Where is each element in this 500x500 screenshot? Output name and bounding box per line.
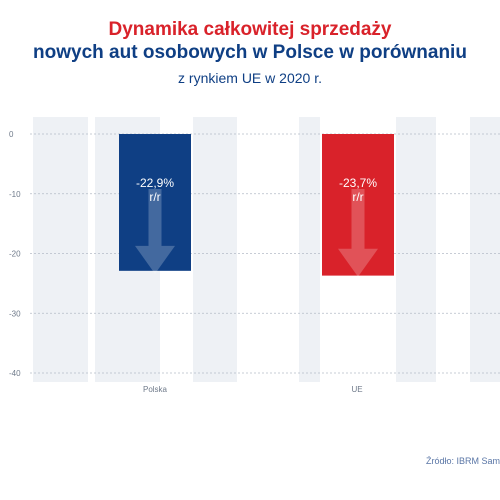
x-category-label: UE: [351, 385, 362, 394]
background-stripe: [193, 117, 237, 382]
chart-title-block: Dynamika całkowitej sprzedaży nowych aut…: [0, 18, 500, 88]
bar-value-label: -23,7%: [339, 176, 377, 190]
background-stripe: [299, 117, 320, 382]
background-stripe: [396, 117, 436, 382]
y-tick-label: -30: [9, 309, 21, 318]
down-arrow-icon: [135, 189, 175, 274]
chart-title-line-2: nowych aut osobowych w Polsce w porównan…: [33, 42, 467, 63]
down-arrow-icon: [338, 189, 378, 277]
chart-title-line-1: Dynamika całkowitej sprzedaży: [108, 19, 392, 40]
bar-polska: [119, 134, 191, 271]
bar-unit-label: r/r: [352, 190, 363, 204]
bar-unit-label: r/r: [149, 190, 160, 204]
y-tick-label: -10: [9, 190, 21, 199]
y-tick-label: -40: [9, 369, 21, 378]
source-note: Źródło: IBRM Sam: [425, 456, 500, 466]
y-tick-label: 0: [9, 130, 14, 139]
bar-ue: [322, 134, 394, 276]
chart-subtitle: z rynkiem UE w 2020 r.: [178, 70, 322, 86]
bar-value-label: -22,9%: [136, 176, 174, 190]
y-tick-label: -20: [9, 250, 21, 259]
background-stripe: [470, 117, 500, 382]
background-stripe: [33, 117, 88, 382]
x-category-label: Polska: [143, 385, 168, 394]
